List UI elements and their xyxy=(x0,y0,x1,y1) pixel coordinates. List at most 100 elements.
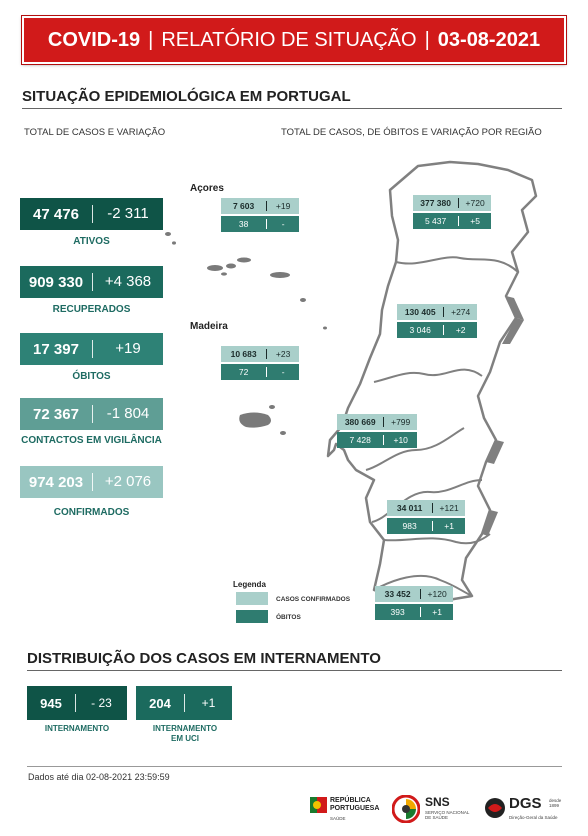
region-deaths: 72 xyxy=(238,367,249,377)
region-deaths-delta: - xyxy=(266,219,299,229)
republica-line3: SAÚDE xyxy=(330,816,346,821)
region-cases-delta: +19 xyxy=(266,201,299,211)
region-cases: 33 452 xyxy=(384,589,411,599)
region-deaths-delta: +5 xyxy=(458,216,491,226)
internamento-label: INTERNAMENTO xyxy=(44,724,110,733)
region-cases-delta: +120 xyxy=(420,589,453,599)
stat-delta: +2 076 xyxy=(92,473,163,491)
azores-islands-icon xyxy=(165,232,327,330)
sns-sub2: DE SAÚDE xyxy=(425,815,449,820)
republica-portuguesa-logo: REPÚBLICA PORTUGUESA SAÚDE xyxy=(310,795,390,825)
data-date-note: Dados até dia 02-08-2021 23:59:59 xyxy=(28,772,170,782)
stat-box-recuperados: 909 330 +4 368 xyxy=(20,266,163,298)
region-cases: 377 380 xyxy=(420,198,451,208)
dgs-since-label: desde xyxy=(549,798,562,803)
madeira-islands-icon xyxy=(239,405,286,435)
header-covid: COVID-19 xyxy=(47,28,141,51)
sns-logo: SNS SERVIÇO NACIONAL DE SAÚDE xyxy=(392,795,478,827)
stat-delta: -1 804 xyxy=(92,405,163,423)
section-divider xyxy=(22,108,562,109)
stat-label-ativos: ATIVOS xyxy=(73,236,110,247)
stat-value: 47 476 xyxy=(33,205,79,223)
uci-box: 204 +1 xyxy=(136,686,232,720)
report-header-banner: COVID-19 | RELATÓRIO DE SITUAÇÃO | 03-08… xyxy=(21,15,567,65)
region-cases-delta: +274 xyxy=(443,307,477,317)
stat-box-contactos: 72 367 -1 804 xyxy=(20,398,163,430)
region-cases: 34 011 xyxy=(396,503,423,513)
internamento-value: 945 xyxy=(40,695,62,711)
region-box-algarve: 33 452 +120 393 +1 xyxy=(375,586,453,620)
uci-delta: +1 xyxy=(184,694,232,712)
region-deaths-delta: +1 xyxy=(432,521,465,531)
stat-value: 72 367 xyxy=(33,405,79,423)
sns-emblem-icon xyxy=(392,795,420,823)
madeira-label: Madeira xyxy=(190,321,228,332)
republica-line2: PORTUGUESA xyxy=(330,805,380,812)
header-separator: | xyxy=(148,28,154,51)
stat-label-confirmados: CONFIRMADOS xyxy=(53,507,130,518)
region-box-lisboa: 380 669 +799 7 428 +10 xyxy=(337,414,417,448)
border-shading xyxy=(482,296,524,536)
region-cases: 7 603 xyxy=(232,201,255,211)
header-report-title: RELATÓRIO DE SITUAÇÃO xyxy=(161,28,417,51)
region-deaths: 3 046 xyxy=(409,325,431,335)
region-borders xyxy=(365,256,519,597)
region-cases: 130 405 xyxy=(404,307,436,317)
stat-delta: +4 368 xyxy=(92,273,163,291)
right-subtitle: TOTAL DE CASOS, DE ÓBITOS E VARIAÇÃO POR… xyxy=(281,127,542,138)
sns-sub1: SERVIÇO NACIONAL xyxy=(425,810,470,815)
header-separator: | xyxy=(424,28,430,51)
region-deaths-delta: - xyxy=(266,367,299,377)
legend-swatch-cases xyxy=(236,592,268,605)
region-box-norte: 377 380 +720 5 437 +5 xyxy=(413,195,491,229)
stat-value: 17 397 xyxy=(33,340,79,358)
stat-label-contactos: CONTACTOS EM VIGILÂNCIA xyxy=(21,435,162,446)
dgs-logo: DGS desde 1899 Direção-Geral da Saúde xyxy=(484,795,574,827)
azores-label: Açores xyxy=(190,183,224,194)
uci-label: INTERNAMENTO EM UCI xyxy=(152,724,218,743)
dgs-since-year: 1899 xyxy=(549,803,560,808)
stat-value: 974 203 xyxy=(28,473,84,491)
section-divider xyxy=(27,670,562,671)
region-cases: 10 683 xyxy=(230,349,257,359)
footer-divider xyxy=(27,766,562,767)
sns-title: SNS xyxy=(425,795,450,809)
region-cases-delta: +23 xyxy=(266,349,299,359)
section-title-epidemiological: SITUAÇÃO EPIDEMIOLÓGICA EM PORTUGAL xyxy=(22,88,351,105)
left-subtitle: TOTAL DE CASOS E VARIAÇÃO xyxy=(24,127,166,138)
region-cases-delta: +121 xyxy=(432,503,465,513)
stat-delta: -2 311 xyxy=(92,205,163,223)
internamento-delta: - 23 xyxy=(75,694,127,712)
region-deaths: 5 437 xyxy=(424,216,447,226)
region-deaths-delta: +10 xyxy=(383,435,417,445)
legend-title: Legenda xyxy=(233,580,266,589)
region-deaths: 38 xyxy=(238,219,249,229)
internamento-box: 945 - 23 xyxy=(27,686,127,720)
uci-value: 204 xyxy=(149,695,171,711)
header-date: 03-08-2021 xyxy=(437,28,541,51)
stat-value: 909 330 xyxy=(28,273,84,291)
region-box-alentejo: 34 011 +121 983 +1 xyxy=(387,500,465,534)
section-title-internamento: DISTRIBUIÇÃO DOS CASOS EM INTERNAMENTO xyxy=(27,650,381,667)
region-deaths-delta: +1 xyxy=(420,607,453,617)
region-cases-delta: +720 xyxy=(458,198,491,208)
dgs-title: DGS xyxy=(509,795,542,812)
region-deaths: 983 xyxy=(402,521,417,531)
region-cases-delta: +799 xyxy=(383,417,417,427)
legend-swatch-deaths xyxy=(236,610,268,623)
stat-box-confirmados: 974 203 +2 076 xyxy=(20,466,163,498)
stat-box-obitos: 17 397 +19 xyxy=(20,333,163,365)
region-deaths: 393 xyxy=(390,607,405,617)
region-deaths: 7 428 xyxy=(349,435,371,445)
republica-emblem-icon xyxy=(310,797,327,813)
dgs-subtitle: Direção-Geral da Saúde xyxy=(509,815,558,820)
region-box-madeira: 10 683 +23 72 - xyxy=(221,346,299,380)
region-deaths-delta: +2 xyxy=(443,325,477,335)
stat-label-obitos: ÓBITOS xyxy=(72,371,111,382)
legend-label-cases: CASOS CONFIRMADOS xyxy=(276,596,351,603)
republica-line1: REPÚBLICA xyxy=(330,797,371,804)
region-box-azores: 7 603 +19 38 - xyxy=(221,198,299,232)
region-cases: 380 669 xyxy=(344,417,376,427)
legend-label-deaths: ÓBITOS xyxy=(276,614,301,621)
stat-label-recuperados: RECUPERADOS xyxy=(52,304,131,315)
